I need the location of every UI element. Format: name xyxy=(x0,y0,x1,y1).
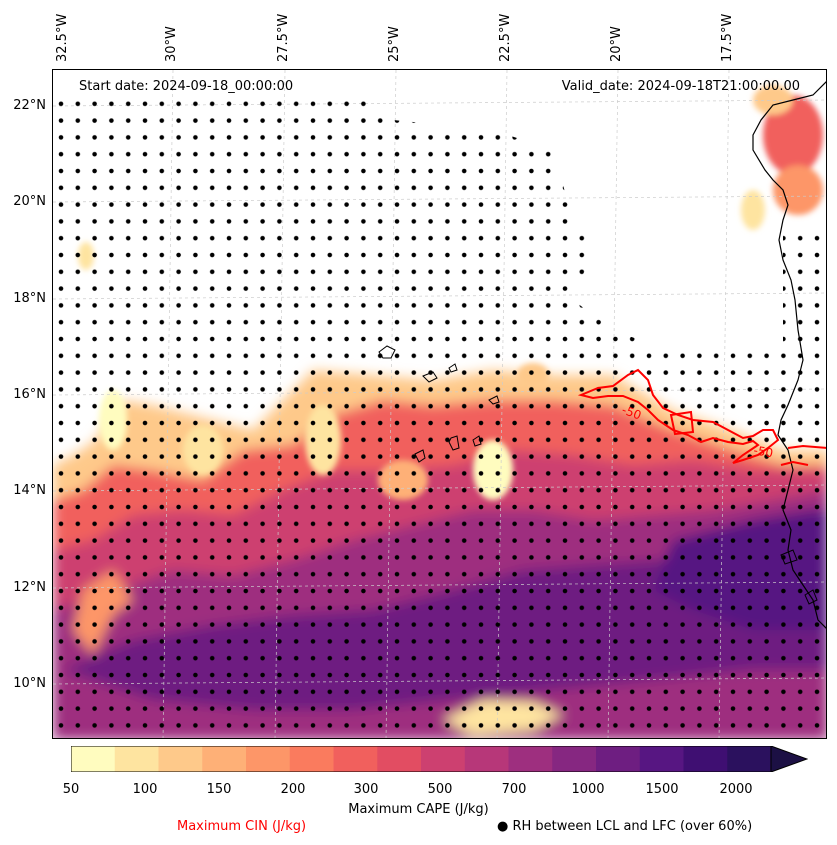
rh-legend: ● RH between LCL and LFC (over 60%) xyxy=(497,819,752,834)
colorbar-cell xyxy=(377,746,422,772)
colorbar-tick-label: 300 xyxy=(353,782,379,797)
cin-contour-label: -50 xyxy=(620,403,643,423)
lon-tick-label: 30°W xyxy=(164,26,179,62)
lat-tick-label: 22°N xyxy=(13,98,46,113)
map-panel: -50 -50 Start date: 2024-09-18_00:00:00 … xyxy=(52,69,827,739)
lon-tick-label: 32.5°W xyxy=(55,13,70,62)
lat-tick-label: 12°N xyxy=(13,580,46,595)
colorbar-cell xyxy=(333,746,378,772)
cin-contour-labels: -50 -50 xyxy=(620,403,774,461)
cin-contours xyxy=(577,368,826,466)
colorbar-cell xyxy=(727,746,772,772)
lat-tick-label: 20°N xyxy=(13,194,46,209)
colorbar-tick-label: 50 xyxy=(62,782,80,797)
rh-dot-icon: ● xyxy=(497,819,509,834)
lat-tick-label: 10°N xyxy=(13,676,46,691)
colorbar-cell xyxy=(508,746,553,772)
colorbar-cell xyxy=(289,746,334,772)
colorbar-cell xyxy=(464,746,509,772)
start-date-label: Start date: 2024-09-18_00:00:00 xyxy=(79,79,294,94)
colorbar-cell xyxy=(246,746,291,772)
colorbar-cell xyxy=(114,746,159,772)
rh-dots xyxy=(53,100,826,738)
cin-legend-text: Maximum CIN (J/kg) xyxy=(177,819,307,834)
lat-tick-label: 18°N xyxy=(13,291,46,306)
lat-tick-label: 14°N xyxy=(13,483,46,498)
colorbar-tick-label: 1500 xyxy=(645,782,679,797)
colorbar-label: Maximum CAPE (J/kg) xyxy=(348,802,489,817)
rh-legend-text: RH between LCL and LFC (over 60%) xyxy=(512,819,753,834)
lon-tick-label: 22.5°W xyxy=(498,13,513,62)
cin-contour-label: -50 xyxy=(752,443,774,460)
colorbar-cell xyxy=(552,746,597,772)
colorbar-tick-label: 150 xyxy=(206,782,232,797)
colorbar-extend-arrow xyxy=(770,746,808,772)
map-canvas: -50 -50 xyxy=(53,70,826,738)
cape-colorbar xyxy=(71,746,808,772)
colorbar-tick-label: 500 xyxy=(427,782,453,797)
lat-tick-label: 16°N xyxy=(13,387,46,402)
colorbar-cell xyxy=(202,746,247,772)
colorbar-tick-label: 2000 xyxy=(719,782,753,797)
colorbar-cell xyxy=(421,746,466,772)
lon-tick-label: 25°W xyxy=(387,26,402,62)
islands xyxy=(378,345,818,605)
colorbar-cell xyxy=(596,746,641,772)
valid-date-label: Valid_date: 2024-09-18T21:00:00.00 xyxy=(561,79,800,94)
colorbar-cell xyxy=(158,746,203,772)
colorbar-cell xyxy=(639,746,684,772)
colorbar-tick-label: 1000 xyxy=(571,782,605,797)
colorbar-tick-label: 100 xyxy=(132,782,158,797)
lon-tick-label: 17.5°W xyxy=(720,13,735,62)
lon-tick-label: 20°W xyxy=(609,26,624,62)
colorbar-cell xyxy=(683,746,728,772)
lon-tick-label: 27.5°W xyxy=(276,13,291,62)
coastline xyxy=(752,81,826,629)
colorbar-tick-label: 700 xyxy=(501,782,527,797)
cin-legend-label: Maximum CIN (J/kg) xyxy=(177,819,306,834)
colorbar-cell xyxy=(71,746,116,772)
colorbar-tick-label: 200 xyxy=(280,782,306,797)
